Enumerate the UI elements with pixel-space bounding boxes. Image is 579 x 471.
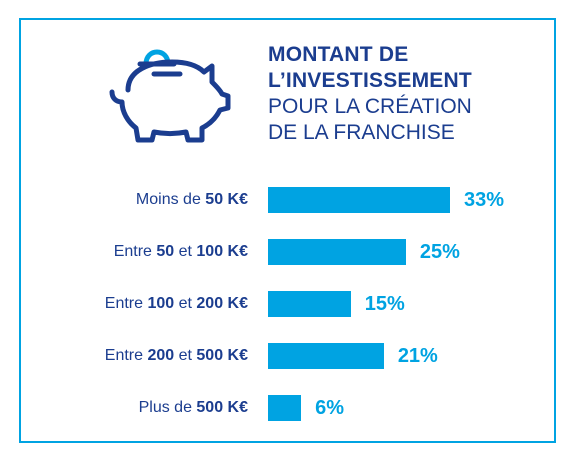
category-label: Entre 200 et 500 K€ xyxy=(40,346,248,366)
value-label: 25% xyxy=(419,241,460,263)
category-label-part: et xyxy=(174,243,197,260)
category-label: Entre 50 et 100 K€ xyxy=(40,242,248,262)
value-label: 21% xyxy=(397,345,438,367)
bar xyxy=(268,239,406,265)
category-label-part: Entre xyxy=(104,347,148,364)
category-label-part: Entre xyxy=(113,243,157,260)
category-label-part: 500 K€ xyxy=(196,347,248,364)
category-label-part: 50 xyxy=(156,243,175,260)
category-label-part: 100 xyxy=(147,295,175,312)
bar xyxy=(268,395,302,421)
category-label: Moins de 50 K€ xyxy=(40,190,248,210)
value-label: 33% xyxy=(464,189,505,211)
category-label-part: Entre xyxy=(104,295,148,312)
title-line-2: L’INVESTISSEMENT xyxy=(268,69,472,92)
category-label-part: 500 K€ xyxy=(196,399,248,416)
chart-frame xyxy=(19,18,556,443)
category-label-part: 200 xyxy=(147,347,175,364)
value-label: 6% xyxy=(315,397,344,419)
category-label-part: et xyxy=(174,295,197,312)
category-label-part: 100 K€ xyxy=(196,243,248,260)
bar xyxy=(268,343,384,369)
title-line-1: MONTANT DE xyxy=(268,43,409,66)
category-label-part: 200 K€ xyxy=(196,295,248,312)
bar xyxy=(268,291,351,317)
category-label-part: Plus de xyxy=(138,399,197,416)
chart-title: MONTANT DE L’INVESTISSEMENT POUR LA CRÉA… xyxy=(268,42,548,146)
value-label: 15% xyxy=(364,293,405,315)
category-label-part: Moins de xyxy=(135,191,206,208)
category-label-part: et xyxy=(174,347,197,364)
category-label: Entre 100 et 200 K€ xyxy=(40,294,248,314)
title-line-4: DE LA FRANCHISE xyxy=(268,121,455,144)
category-label: Plus de 500 K€ xyxy=(40,398,248,418)
piggy-bank-icon xyxy=(109,49,231,143)
bar xyxy=(268,187,450,213)
category-label-part: 50 K€ xyxy=(205,191,248,208)
title-line-3: POUR LA CRÉATION xyxy=(268,95,472,118)
